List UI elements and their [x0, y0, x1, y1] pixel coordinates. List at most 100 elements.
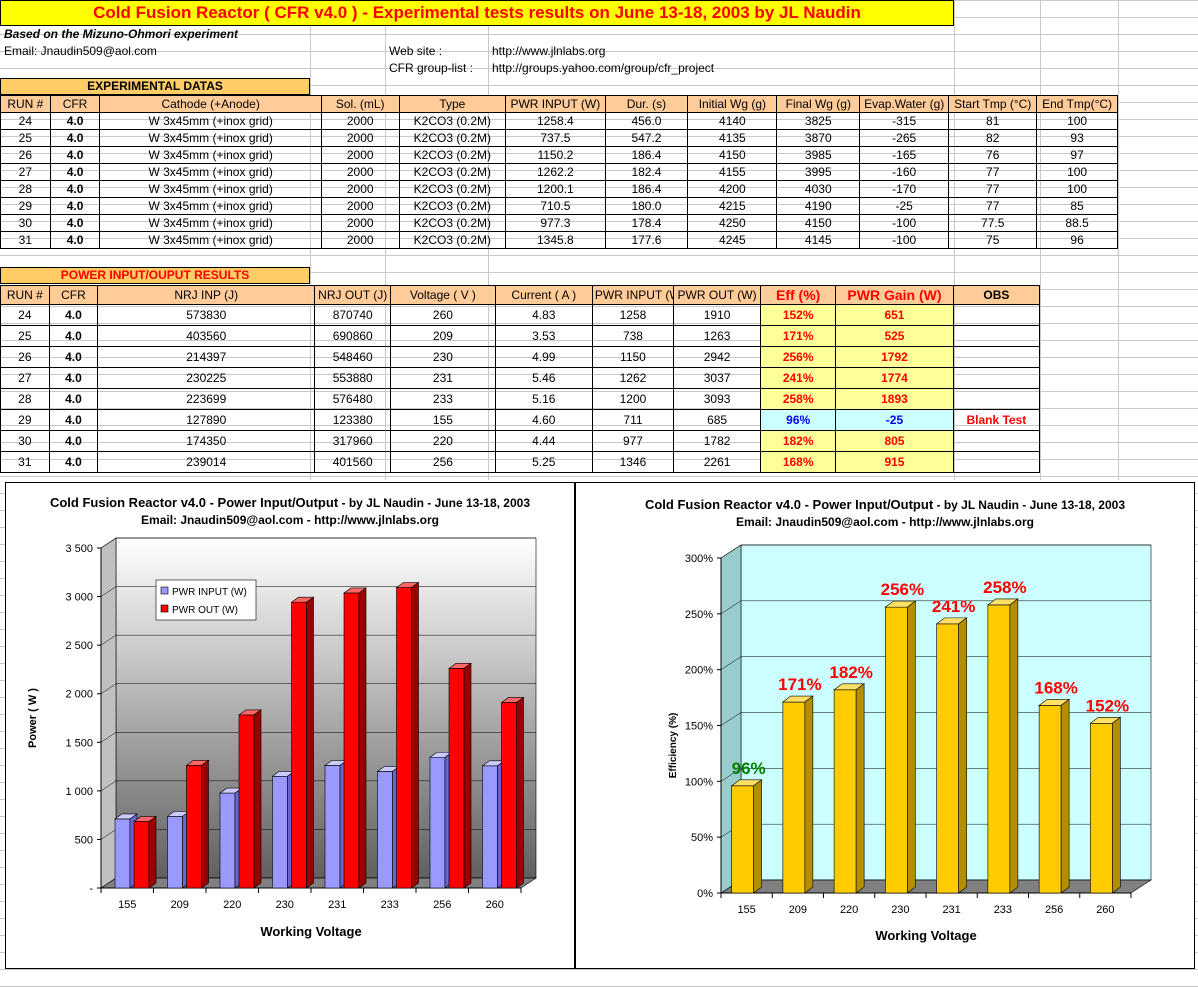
table-cell[interactable]: 25 [0, 129, 51, 147]
table-cell[interactable]: 977 [591, 430, 675, 452]
table-cell[interactable]: 5.46 [494, 367, 593, 389]
table-cell[interactable]: 4215 [687, 197, 778, 215]
table-cell[interactable]: 24 [0, 112, 51, 130]
table-cell[interactable]: 1346 [591, 451, 675, 473]
table-cell[interactable]: 4.0 [48, 367, 99, 389]
table-cell[interactable]: 77 [948, 163, 1038, 181]
table-cell[interactable]: 2000 [320, 129, 400, 147]
table-cell[interactable]: 25 [0, 325, 50, 347]
table-cell[interactable]: 1150 [591, 346, 675, 368]
table-cell[interactable]: W 3x45mm (+inox grid) [99, 163, 322, 181]
table-cell[interactable]: W 3x45mm (+inox grid) [99, 180, 322, 198]
table-cell[interactable]: 2000 [320, 163, 400, 181]
table-cell[interactable]: -25 [859, 197, 950, 215]
table-cell[interactable]: K2CO3 (0.2M) [398, 146, 507, 164]
table-cell[interactable]: 88.5 [1036, 214, 1118, 232]
table-cell[interactable]: 3093 [672, 388, 762, 410]
table-cell[interactable]: 685 [672, 409, 762, 431]
table-cell[interactable]: 4.0 [49, 231, 101, 249]
efficiency-cell[interactable]: 96% [760, 409, 837, 431]
table-cell[interactable]: 4.0 [48, 409, 99, 431]
table-cell[interactable]: 547.2 [604, 129, 689, 147]
table-cell[interactable]: 4030 [776, 180, 861, 198]
table-cell[interactable]: W 3x45mm (+inox grid) [99, 129, 322, 147]
table-cell[interactable]: 76 [948, 146, 1038, 164]
table-cell[interactable]: 4.0 [49, 214, 101, 232]
table-cell[interactable]: 4.0 [49, 112, 101, 130]
obs-cell[interactable]: Blank Test [952, 409, 1041, 431]
table-cell[interactable]: 5.25 [494, 451, 593, 473]
table-cell[interactable]: 1258 [591, 304, 675, 326]
table-cell[interactable]: 155 [390, 409, 496, 431]
table-cell[interactable]: 4.0 [48, 451, 99, 473]
table-cell[interactable]: K2CO3 (0.2M) [398, 231, 507, 249]
table-cell[interactable]: 3825 [776, 112, 861, 130]
power-chart[interactable]: Cold Fusion Reactor v4.0 - Power Input/O… [5, 482, 575, 969]
table-cell[interactable]: 96 [1036, 231, 1118, 249]
table-cell[interactable]: 26 [0, 146, 51, 164]
table-cell[interactable]: 4155 [687, 163, 778, 181]
table-cell[interactable]: 127890 [97, 409, 316, 431]
efficiency-cell[interactable]: 168% [760, 451, 837, 473]
obs-cell[interactable] [952, 430, 1041, 452]
table-cell[interactable]: 29 [0, 197, 51, 215]
power-gain-cell[interactable]: -25 [835, 409, 954, 431]
table-cell[interactable]: 97 [1036, 146, 1118, 164]
table-cell[interactable]: 2000 [320, 231, 400, 249]
table-cell[interactable]: 85 [1036, 197, 1118, 215]
power-gain-cell[interactable]: 1774 [835, 367, 954, 389]
obs-cell[interactable] [952, 346, 1041, 368]
table-cell[interactable]: 573830 [97, 304, 316, 326]
table-cell[interactable]: 3870 [776, 129, 861, 147]
table-cell[interactable]: 31 [0, 231, 51, 249]
table-cell[interactable]: 4135 [687, 129, 778, 147]
efficiency-cell[interactable]: 171% [760, 325, 837, 347]
table-cell[interactable]: 29 [0, 409, 50, 431]
table-cell[interactable]: -160 [859, 163, 950, 181]
table-cell[interactable]: 233 [390, 388, 496, 410]
table-cell[interactable]: 214397 [97, 346, 316, 368]
power-gain-cell[interactable]: 805 [835, 430, 954, 452]
table-cell[interactable]: 77 [948, 197, 1038, 215]
table-cell[interactable]: 27 [0, 163, 51, 181]
table-cell[interactable]: 123380 [314, 409, 392, 431]
power-gain-cell[interactable]: 1792 [835, 346, 954, 368]
table-cell[interactable]: 977.3 [505, 214, 606, 232]
table-cell[interactable]: 4.44 [494, 430, 593, 452]
table-cell[interactable]: 401560 [314, 451, 392, 473]
group-url[interactable]: http://groups.yahoo.com/group/cfr_projec… [492, 61, 715, 75]
table-cell[interactable]: 4.83 [494, 304, 593, 326]
table-cell[interactable]: 82 [948, 129, 1038, 147]
table-cell[interactable]: 256 [390, 451, 496, 473]
obs-cell[interactable] [952, 388, 1041, 410]
table-cell[interactable]: 4250 [687, 214, 778, 232]
table-cell[interactable]: 4150 [687, 146, 778, 164]
table-cell[interactable]: 576480 [314, 388, 392, 410]
table-cell[interactable]: 4190 [776, 197, 861, 215]
table-cell[interactable]: 1782 [672, 430, 762, 452]
table-cell[interactable]: 4.0 [49, 180, 101, 198]
efficiency-cell[interactable]: 256% [760, 346, 837, 368]
table-cell[interactable]: 738 [591, 325, 675, 347]
table-cell[interactable]: 186.4 [604, 146, 689, 164]
table-cell[interactable]: 75 [948, 231, 1038, 249]
table-cell[interactable]: 30 [0, 214, 51, 232]
table-cell[interactable]: 100 [1036, 180, 1118, 198]
table-cell[interactable]: 4150 [776, 214, 861, 232]
table-cell[interactable]: 174350 [97, 430, 316, 452]
table-cell[interactable]: K2CO3 (0.2M) [398, 129, 507, 147]
table-cell[interactable]: 690860 [314, 325, 392, 347]
table-cell[interactable]: -165 [859, 146, 950, 164]
table-cell[interactable]: 239014 [97, 451, 316, 473]
table-cell[interactable]: 548460 [314, 346, 392, 368]
table-cell[interactable]: 31 [0, 451, 50, 473]
table-cell[interactable]: 4.0 [49, 163, 101, 181]
table-cell[interactable]: 182.4 [604, 163, 689, 181]
table-cell[interactable]: 2000 [320, 146, 400, 164]
table-cell[interactable]: 2000 [320, 214, 400, 232]
efficiency-chart[interactable]: Cold Fusion Reactor v4.0 - Power Input/O… [575, 482, 1195, 969]
table-cell[interactable]: 1345.8 [505, 231, 606, 249]
table-cell[interactable]: 2000 [320, 180, 400, 198]
table-cell[interactable]: 1262.2 [505, 163, 606, 181]
table-cell[interactable]: 2000 [320, 197, 400, 215]
